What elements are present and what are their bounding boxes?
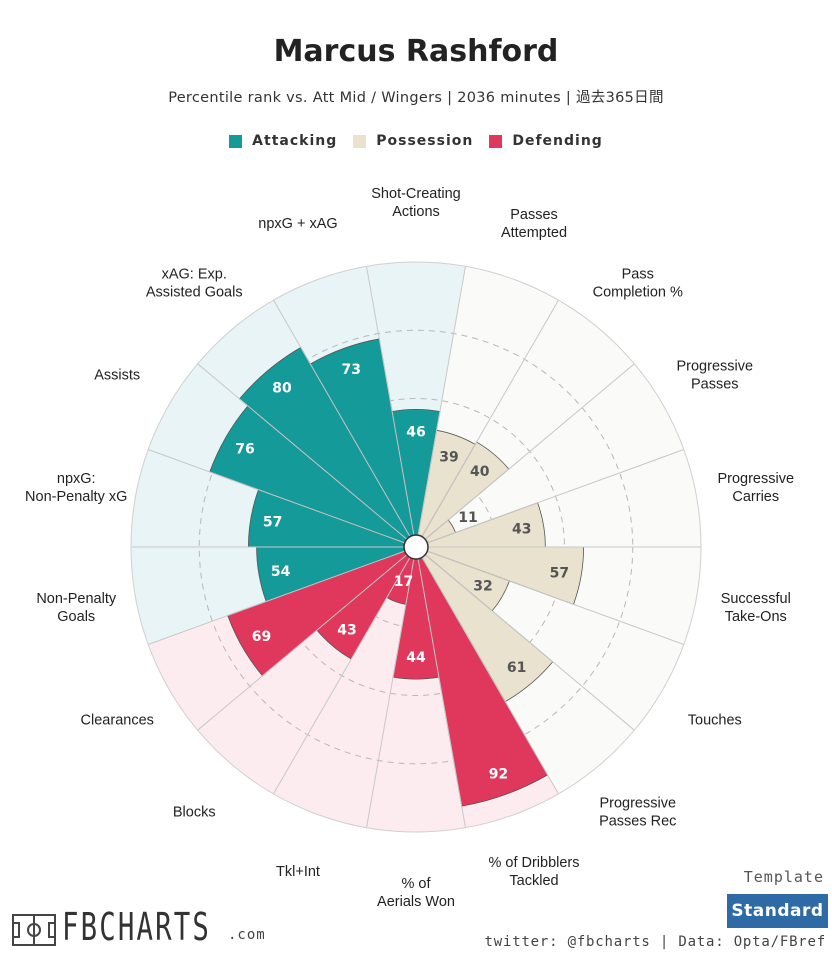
spoke <box>273 299 411 537</box>
legend-item-possession: Possession <box>353 133 473 149</box>
value-label-pass-completion: 40 <box>470 464 490 480</box>
logo-text: FBCHARTS <box>62 905 212 949</box>
category-label-successful-take-ons: Successful Take-Ons <box>721 591 791 625</box>
wedge-bg-progressive-passes <box>425 363 684 543</box>
legend-swatch-attacking <box>229 134 243 148</box>
legend: Attacking Possession Defending <box>0 133 832 149</box>
category-label-passes-attempted: Passes Attempted <box>501 207 567 241</box>
legend-label-defending: Defending <box>512 133 603 149</box>
category-label-tkl-int: Tkl+Int <box>276 864 320 880</box>
category-label-touches: Touches <box>688 713 742 729</box>
wedge-bg-tkl-int <box>273 557 414 828</box>
value-label-progressive-passes-rec: 61 <box>507 660 526 676</box>
value-label-progressive-carries: 43 <box>512 521 531 537</box>
value-label-assists: 76 <box>235 441 254 457</box>
value-label-successful-take-ons: 57 <box>550 565 569 581</box>
value-label-of-dribblers-tackled: 92 <box>489 767 508 783</box>
value-label-of-aerials-won: 44 <box>406 650 426 666</box>
spoke <box>366 266 415 536</box>
legend-item-defending: Defending <box>489 133 602 149</box>
spoke <box>421 299 559 537</box>
spoke <box>148 449 405 544</box>
category-label-blocks: Blocks <box>173 804 216 820</box>
category-label-shot-creating-actions: Shot-Creating Actions <box>371 186 460 220</box>
value-label-clearances: 69 <box>252 629 271 645</box>
chart-title: Marcus Rashford <box>273 34 559 69</box>
template-standard-badge[interactable]: Standard <box>727 894 828 928</box>
spoke <box>424 363 635 540</box>
legend-swatch-possession <box>353 134 367 148</box>
category-label-of-aerials-won: % of Aerials Won <box>377 876 455 910</box>
value-label-passes-attempted: 39 <box>439 449 458 465</box>
value-label-tkl-int: 17 <box>394 574 413 590</box>
category-label-progressive-carries: Progressive Carries <box>717 471 794 505</box>
legend-label-possession: Possession <box>376 133 474 149</box>
spoke <box>366 558 415 828</box>
category-label-progressive-passes: Progressive Passes <box>676 359 753 393</box>
spoke <box>427 550 684 645</box>
wedge-bg-shot-creating-actions <box>366 262 466 536</box>
legend-item-attacking: Attacking <box>229 133 337 149</box>
category-label-progressive-passes-rec: Progressive Passes Rec <box>599 795 676 829</box>
value-label-non-penalty-goals: 54 <box>271 564 291 580</box>
spoke <box>424 554 635 731</box>
outer-ring <box>130 261 702 833</box>
chart-subtitle: Percentile rank vs. Att Mid / Wingers | … <box>168 90 664 106</box>
spoke <box>427 449 684 544</box>
category-label-of-dribblers-tackled: % of Dribblers Tackled <box>488 855 579 889</box>
value-label-shot-creating-actions: 46 <box>406 424 425 440</box>
value-label-blocks: 43 <box>337 622 356 638</box>
value-label-touches: 32 <box>473 579 492 595</box>
category-label-clearances: Clearances <box>81 713 154 729</box>
spoke <box>148 550 405 645</box>
spoke <box>197 363 408 540</box>
credits: twitter: @fbcharts | Data: Opta/FBref <box>484 934 826 950</box>
spoke <box>417 558 466 828</box>
category-label-npxg-xag: npxG + xAG <box>258 216 337 232</box>
value-label-progressive-passes: 11 <box>458 510 477 526</box>
legend-label-attacking: Attacking <box>252 133 338 149</box>
category-label-xag-exp-assisted-goals: xAG: Exp. Assisted Goals <box>146 267 243 301</box>
template-label: Template <box>743 868 824 886</box>
category-label-npxg-non-penalty-xg: npxG: Non-Penalty xG <box>25 471 127 505</box>
value-label-npxg-non-penalty-xg: 57 <box>263 515 282 531</box>
legend-swatch-defending <box>489 134 503 148</box>
fbcharts-logo: FBCHARTS .com <box>12 908 269 946</box>
center-hole <box>403 534 429 560</box>
category-label-pass-completion: Pass Completion % <box>593 267 683 301</box>
value-label-xag-exp-assisted-goals: 80 <box>272 380 292 396</box>
logo-suffix: .com <box>228 927 266 943</box>
value-label-npxg-xag: 73 <box>342 362 361 378</box>
category-label-non-penalty-goals: Non-Penalty Goals <box>36 591 117 625</box>
spoke <box>417 266 466 536</box>
spoke <box>421 557 559 795</box>
category-label-assists: Assists <box>94 368 140 384</box>
spoke <box>197 554 408 731</box>
pitch-icon <box>12 914 56 946</box>
spoke <box>273 557 411 795</box>
